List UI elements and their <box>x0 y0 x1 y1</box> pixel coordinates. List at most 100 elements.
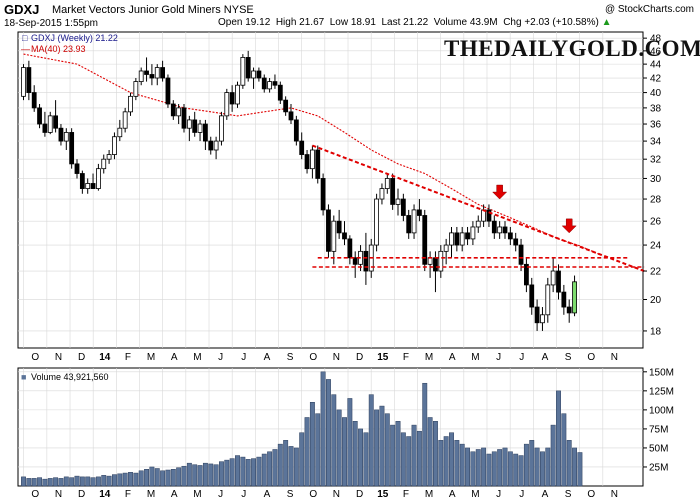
ma-legend-label: MA(40) 23.93 <box>31 44 86 54</box>
candle-body <box>186 119 192 129</box>
volume-bar <box>154 468 160 487</box>
volume-bar <box>449 432 454 487</box>
candle-body <box>336 220 342 234</box>
copyright-label: @ StockCharts.com <box>604 4 694 15</box>
volume-x-tick-label: M <box>193 489 201 500</box>
candle-body <box>427 257 433 265</box>
volume-bar <box>74 475 80 487</box>
volume-y-tick-label: 75M <box>649 424 668 435</box>
price-x-tick-label: 14 <box>99 352 111 363</box>
price-stats: Open 19.12 High 21.67 Low 18.91 Last 21.… <box>218 17 612 28</box>
candle-body <box>540 314 545 324</box>
price-x-tick-label: F <box>403 352 409 363</box>
ma40-line <box>23 53 602 256</box>
volume-bar <box>63 476 69 487</box>
candle-body <box>422 215 428 265</box>
volume-y-tick-label: 25M <box>649 462 668 473</box>
candle-body <box>197 123 203 133</box>
candle-body <box>58 127 64 142</box>
price-x-tick-label: S <box>565 352 572 363</box>
volume-x-tick-label: S <box>565 489 572 500</box>
up-arrow-icon: ▲ <box>601 17 612 28</box>
volume-bar <box>400 432 406 487</box>
volume-bar <box>326 379 331 487</box>
price-y-tick-label: 48 <box>650 34 662 45</box>
volume-bar <box>566 440 572 487</box>
volume-bar <box>288 446 294 487</box>
volume-bar <box>106 475 112 487</box>
volume-bar <box>181 465 187 487</box>
price-x-tick-label: A <box>264 352 271 363</box>
price-y-tick-label: 28 <box>650 195 662 206</box>
volume-x-tick-label: F <box>403 489 409 500</box>
volume-bar <box>47 478 53 487</box>
volume-x-tick-label: M <box>147 489 155 500</box>
volume-bar <box>507 451 513 487</box>
candle-body <box>315 149 321 179</box>
price-y-tick-label: 22 <box>650 267 662 278</box>
candle-body <box>320 178 326 211</box>
volume-x-tick-label: S <box>287 489 294 500</box>
candle-body <box>170 103 176 117</box>
volume-x-tick-label: J <box>218 489 223 500</box>
candle-body <box>277 84 283 101</box>
volume-x-axis: O N D 14 F M A M J J A S O N D 15 F M A M J J A S O N <box>31 489 618 500</box>
price-x-tick-label: O <box>31 352 39 363</box>
price-legend-label: GDXJ (Weekly) 21.22 <box>31 33 118 43</box>
volume-bar <box>170 469 176 487</box>
candle-body <box>165 77 171 105</box>
candle-body <box>347 238 353 259</box>
candle-body <box>497 226 503 234</box>
volume-x-tick-label: O <box>309 489 317 500</box>
volume-bar <box>219 461 224 487</box>
candle-body <box>507 232 513 240</box>
candle-body <box>390 178 396 205</box>
candle-body <box>288 111 294 121</box>
price-x-tick-label: D <box>356 352 363 363</box>
volume-bar <box>197 465 203 487</box>
volume-bar <box>176 467 182 487</box>
volume-bar <box>165 469 171 487</box>
candle-body <box>502 226 508 234</box>
volume-y-tick-label: 50M <box>649 443 668 454</box>
chart-date: 18-Sep-2015 1:55pm <box>4 18 98 29</box>
candle-body <box>149 74 155 79</box>
volume-bar <box>37 477 42 487</box>
volume-x-tick-label: N <box>333 489 340 500</box>
price-x-axis: O N D 14 F M A M J J A S O N D 15 F M A M J J A S O N <box>31 352 618 363</box>
volume-bar <box>518 455 524 487</box>
volume-bar <box>283 440 289 487</box>
volume-bar <box>272 449 278 487</box>
volume-x-tick-label: J <box>241 489 246 500</box>
volume-bar <box>534 447 540 487</box>
candle-body <box>85 183 91 189</box>
volume-bar <box>79 476 85 487</box>
candle-body <box>465 232 470 240</box>
candle-body <box>449 232 454 246</box>
price-x-tick-label: F <box>125 352 131 363</box>
candle-body <box>443 244 449 252</box>
volume-bar <box>433 421 438 487</box>
volume-bar <box>144 469 150 487</box>
candle-body <box>326 209 331 252</box>
volume-bar <box>267 451 273 487</box>
candle-body <box>491 220 497 234</box>
candle-body <box>261 77 267 90</box>
volume-x-tick-label: A <box>542 489 549 500</box>
candle-body <box>524 263 529 286</box>
volume-bar <box>358 428 364 487</box>
ticker-symbol: GDXJ <box>4 2 40 17</box>
volume-bar <box>90 477 96 487</box>
volume-bar <box>224 459 230 487</box>
volume-bar <box>459 443 465 487</box>
volume-bar <box>395 421 401 487</box>
candle-body <box>229 92 235 105</box>
candle-body <box>154 67 160 79</box>
candle-body <box>117 127 123 138</box>
down-arrow-icon <box>561 218 577 234</box>
candle-body <box>272 81 278 86</box>
volume-bar <box>261 453 267 487</box>
current-candle-body <box>572 281 577 314</box>
candle-body <box>459 232 465 246</box>
volume-bar <box>160 470 166 487</box>
